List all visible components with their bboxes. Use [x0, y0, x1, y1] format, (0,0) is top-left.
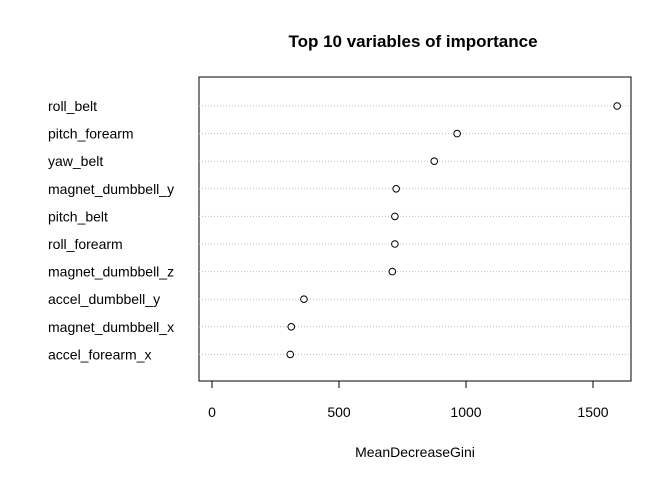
data-point: [430, 157, 439, 165]
x-axis: 0 500 1000 1500: [208, 380, 609, 420]
category-label: yaw_belt: [48, 153, 103, 169]
category-label: pitch_forearm: [48, 126, 134, 142]
category-label: magnet_dumbbell_x: [48, 319, 174, 335]
category-labels: roll_belt pitch_forearm yaw_belt magnet_dum…: [48, 98, 174, 362]
x-tick-label: 0: [208, 404, 216, 420]
category-label: roll_forearm: [48, 236, 123, 252]
category-label: pitch_belt: [48, 208, 108, 224]
data-point: [391, 212, 399, 221]
data-points: [286, 102, 621, 359]
category-label: accel_forearm_x: [48, 346, 152, 362]
x-axis-title: MeanDecreaseGini: [355, 444, 475, 460]
category-label: magnet_dumbbell_z: [48, 264, 174, 280]
category-label: magnet_dumbbell_y: [48, 181, 174, 197]
data-point: [388, 267, 397, 276]
data-point: [286, 350, 295, 359]
category-label: accel_dumbbell_y: [48, 291, 160, 307]
data-point: [391, 240, 399, 248]
plot-frame: [198, 76, 632, 382]
grid-lines: [199, 105, 631, 355]
x-tick-label: 1000: [450, 404, 481, 420]
chart-title: Top 10 variables of importance: [288, 32, 537, 51]
category-label: roll_belt: [48, 98, 97, 114]
data-point: [453, 129, 461, 138]
data-point: [392, 185, 400, 193]
data-point: [613, 102, 621, 110]
data-point: [287, 323, 296, 331]
x-tick-label: 1500: [577, 404, 608, 420]
x-tick-label: 500: [327, 404, 351, 420]
data-point: [300, 295, 308, 304]
